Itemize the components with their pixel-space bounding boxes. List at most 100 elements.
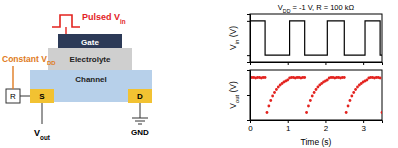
data-point (345, 111, 348, 114)
tick (325, 62, 326, 65)
ground-label: GND (131, 128, 149, 137)
tick (247, 70, 250, 71)
data-point (315, 88, 318, 91)
tick-mark (325, 62, 326, 65)
tick-label: 2 (324, 124, 329, 133)
data-point (311, 95, 314, 98)
marks (250, 76, 382, 114)
ground-symbol (135, 121, 145, 122)
subscript: DD (47, 60, 56, 66)
electrolyte-layer (48, 48, 132, 70)
resistor-label: R (10, 92, 16, 101)
axis-line (251, 63, 383, 66)
data-point (354, 88, 357, 91)
resistor (6, 89, 20, 103)
channel-label: Channel (75, 75, 107, 84)
tick-mark (247, 21, 250, 22)
plot-frame (250, 14, 382, 62)
output-label: Vout (34, 128, 51, 141)
data-point (275, 88, 278, 91)
tick-mark (247, 55, 250, 56)
marks (250, 21, 382, 55)
y-axis-title: Vout (V) (228, 81, 240, 109)
device-diagram: Pulsed VinGateElectrolyteChannelSDRConst… (2, 12, 152, 141)
data-line (250, 21, 382, 55)
data-point (313, 91, 316, 94)
data-point (379, 77, 382, 80)
x-axis-title: Time (s) (301, 137, 332, 147)
drain-electrode (128, 89, 152, 103)
supply-label: Constant VDD (2, 54, 56, 66)
data-point (352, 91, 355, 94)
gate-layer (58, 34, 122, 48)
tick (247, 95, 250, 96)
tick-mark (247, 70, 250, 71)
axis (247, 15, 251, 63)
axis (247, 71, 251, 121)
tick (247, 55, 250, 56)
text-part: Constant (2, 54, 41, 64)
electrolyte-label: Electrolyte (70, 55, 111, 64)
data-point (307, 105, 310, 108)
chart: VDD = -1 V, R = 100 kΩ Vin (V) (228, 3, 383, 65)
supply-wire (12, 66, 13, 89)
axis-line (247, 15, 251, 63)
wire (20, 96, 30, 97)
data-point (350, 95, 353, 98)
gate-label: Gate (81, 38, 99, 47)
axis (251, 62, 383, 65)
pulse-connector (65, 27, 66, 34)
tick-label: 1 (286, 124, 291, 133)
chart-title: VDD = -1 V, R = 100 kΩ (278, 3, 355, 14)
data-point (267, 105, 270, 108)
axis-line (247, 71, 251, 121)
data-point (303, 76, 306, 79)
data-point (264, 76, 267, 79)
drain-label: D (137, 92, 143, 101)
tick-mark (288, 62, 289, 65)
text-part: = -1 V, R = 100 kΩ (290, 3, 354, 12)
ground-symbol (138, 124, 142, 125)
data-point (349, 99, 352, 102)
data-point (305, 111, 308, 114)
data-point (269, 99, 272, 102)
plot-frame (250, 70, 382, 120)
data-point (271, 95, 274, 98)
subscript: out (40, 134, 51, 141)
data-point (347, 105, 350, 108)
data-point (273, 91, 276, 94)
tick: 0 (248, 120, 253, 133)
pulse-label: Pulsed Vin (82, 12, 126, 25)
tick-label: 0 (248, 124, 253, 133)
tick-mark (325, 120, 326, 123)
tick-mark (288, 120, 289, 123)
tick-mark (363, 120, 364, 123)
tick: 1 (286, 120, 291, 133)
axis-line (251, 121, 383, 124)
tick: 3 (361, 120, 366, 133)
data-point (343, 76, 346, 79)
y-axis-title: Vin (V) (228, 26, 240, 50)
tick: 2 (324, 120, 329, 133)
axis: 0 1 2 3 (248, 120, 382, 133)
subscript: in (120, 18, 126, 25)
text-part: (V) (228, 26, 238, 40)
chart: 0 1 2 3 Vout (V) Time (s) (228, 70, 383, 147)
channel-layer (30, 70, 152, 102)
tick-mark (363, 62, 364, 65)
data-point (266, 111, 269, 114)
tick (363, 62, 364, 65)
source-electrode (30, 89, 54, 103)
tick-mark (247, 120, 250, 121)
tick (247, 120, 250, 121)
text-part: (V) (228, 81, 238, 95)
pulse-waveform (52, 15, 80, 27)
text-part: Pulsed (82, 12, 114, 22)
tick-label: 3 (361, 124, 366, 133)
tick (288, 62, 289, 65)
data-point (309, 99, 312, 102)
data-point (381, 111, 382, 114)
ground-wire (140, 103, 141, 118)
tick-mark (247, 95, 250, 96)
ground-symbol (132, 118, 148, 119)
